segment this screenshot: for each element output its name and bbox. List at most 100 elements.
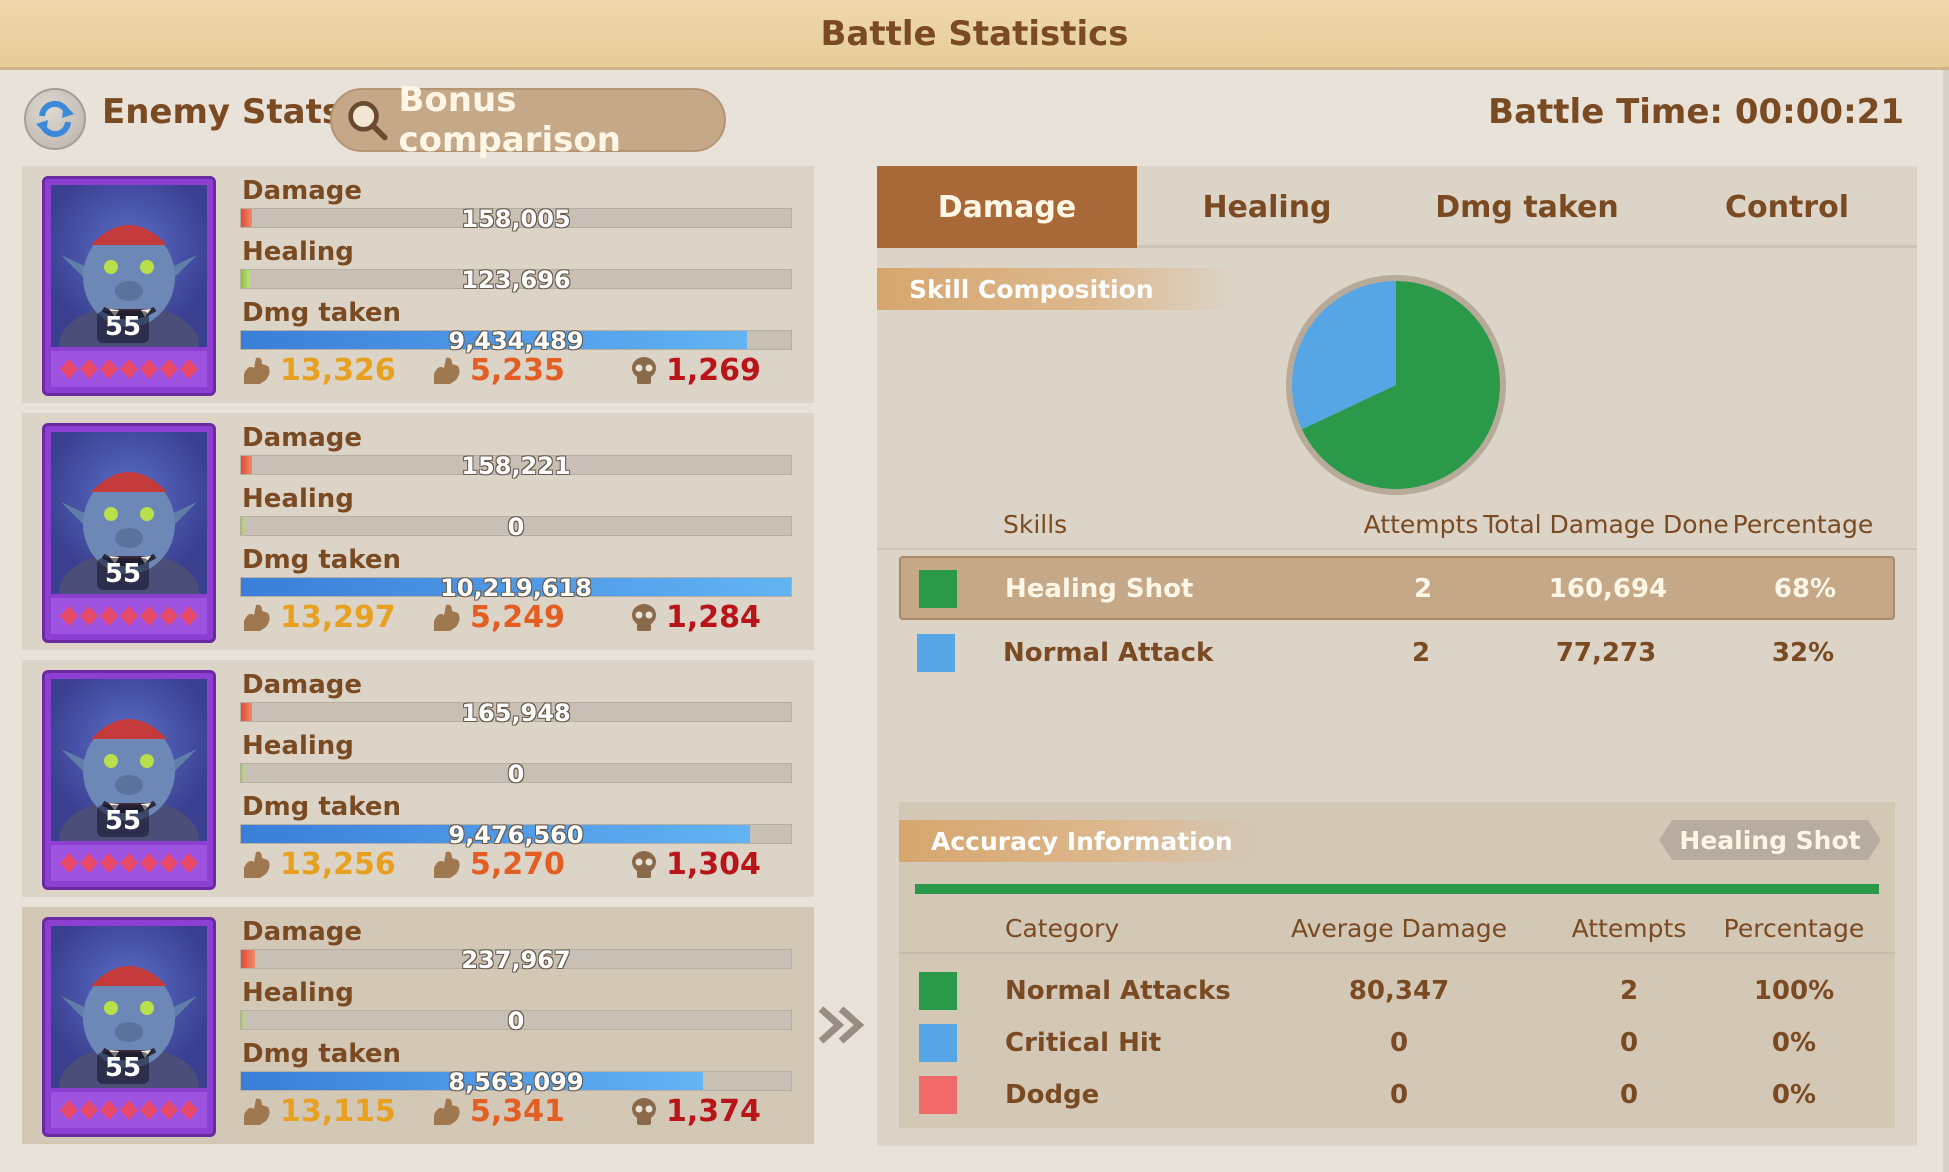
damage-bar-fill — [241, 209, 252, 227]
star-gem-icon — [80, 359, 98, 379]
skill-row[interactable]: Normal Attack 2 77,273 32% — [899, 622, 1895, 686]
healing-bar-fill — [241, 270, 250, 288]
hero-card[interactable]: 55 Damage 158,005 Healing 123,696 Dmg ta… — [22, 166, 814, 403]
hero-level: 55 — [97, 805, 149, 837]
dmg-taken-bar-fill — [241, 1072, 703, 1090]
swap-side-button[interactable] — [24, 88, 86, 150]
star-gem-icon — [160, 359, 178, 379]
defense-value: 5,249 — [470, 600, 565, 635]
star-gem-icon — [160, 853, 178, 873]
dmg-taken-bar: 9,434,489 — [240, 327, 792, 355]
damage-bar: 158,221 — [240, 452, 792, 480]
healing-bar: 123,696 — [240, 266, 792, 294]
dmg-taken-value: 8,563,099 — [448, 1068, 584, 1096]
star-gem-icon — [140, 359, 158, 379]
hero-portrait[interactable]: 55 — [42, 423, 216, 643]
star-rating — [51, 351, 207, 387]
category-name: Dodge — [1005, 1080, 1100, 1110]
skull-icon — [632, 356, 656, 384]
category-attempts: 0 — [1619, 1080, 1639, 1110]
healing-bar: 0 — [240, 513, 792, 541]
damage-value: 158,221 — [461, 452, 571, 480]
healing-value: 0 — [507, 513, 525, 541]
accuracy-heading: Accuracy Information — [899, 820, 1259, 862]
star-gem-icon — [180, 359, 198, 379]
skill-attempts: 2 — [1413, 574, 1433, 604]
star-gem-icon — [60, 853, 78, 873]
category-color-swatch — [919, 1024, 957, 1062]
category-average: 0 — [1389, 1028, 1409, 1058]
category-color-swatch — [919, 972, 957, 1010]
damage-value: 237,967 — [461, 946, 571, 974]
pie-slice — [1292, 281, 1396, 430]
defense-value: 5,341 — [470, 1094, 565, 1129]
damage-label: Damage — [242, 176, 363, 206]
star-gem-icon — [80, 1100, 98, 1120]
defense-stat: 5,270 — [430, 847, 565, 882]
healing-bar-fill — [241, 517, 244, 535]
attack-stat: 13,297 — [240, 600, 396, 635]
star-gem-icon — [180, 1100, 198, 1120]
kills-stat: 1,284 — [628, 600, 761, 635]
dmg-taken-label: Dmg taken — [242, 1039, 402, 1069]
hero-portrait[interactable]: 55 — [42, 670, 216, 890]
star-gem-icon — [100, 359, 118, 379]
damage-bar: 165,948 — [240, 699, 792, 727]
category-percentage: 0% — [1771, 1028, 1817, 1058]
hero-portrait[interactable]: 55 — [42, 917, 216, 1137]
star-gem-icon — [140, 1100, 158, 1120]
hero-portrait[interactable]: 55 — [42, 176, 216, 396]
damage-bar-fill — [241, 456, 252, 474]
bonus-comparison-button[interactable]: Bonus comparison — [330, 80, 726, 160]
category-color-swatch — [919, 1076, 957, 1114]
healing-label: Healing — [242, 484, 354, 514]
accuracy-table-header: Category Average Damage Attempts Percent… — [899, 914, 1895, 954]
star-gem-icon — [100, 1100, 118, 1120]
magnifier-icon — [348, 101, 388, 141]
skill-color-swatch — [917, 634, 955, 672]
troll-portrait-icon — [59, 472, 199, 594]
dmg-taken-bar: 10,219,618 — [240, 574, 792, 602]
fist-icon — [244, 1098, 270, 1125]
accuracy-row: Normal Attacks 80,347 2 100% — [899, 966, 1895, 1018]
accuracy-box: Accuracy Information Healing Shot Catego… — [899, 802, 1895, 1128]
healing-value: 0 — [507, 1007, 525, 1035]
hero-card[interactable]: 55 Damage 237,967 Healing 0 Dmg taken 8,… — [22, 907, 814, 1144]
healing-value: 123,696 — [461, 266, 571, 294]
tab-dmg-taken[interactable]: Dmg taken — [1435, 189, 1619, 225]
damage-bar: 237,967 — [240, 946, 792, 974]
portrait-image — [51, 185, 207, 347]
damage-bar-fill — [241, 950, 255, 968]
fist-icon — [434, 357, 460, 384]
accuracy-skill-selector[interactable]: Healing Shot — [1659, 820, 1881, 860]
star-rating — [51, 598, 207, 634]
tab-damage[interactable]: Damage — [877, 166, 1137, 248]
skill-composition-heading: Skill Composition — [877, 268, 1237, 310]
star-gem-icon — [160, 1100, 178, 1120]
header-attempts: Attempts — [1571, 914, 1687, 943]
tab-control[interactable]: Control — [1724, 189, 1849, 225]
skill-row[interactable]: Healing Shot 2 160,694 68% — [899, 556, 1895, 620]
kills-value: 1,304 — [666, 847, 761, 882]
defense-stat: 5,341 — [430, 1094, 565, 1129]
category-name: Normal Attacks — [1005, 976, 1231, 1006]
hero-card[interactable]: 55 Damage 165,948 Healing 0 Dmg taken 9,… — [22, 660, 814, 897]
fist-icon — [434, 1098, 460, 1125]
swap-arrows-icon — [36, 100, 74, 138]
header-skills: Skills — [1003, 510, 1068, 539]
attack-value: 13,326 — [280, 353, 396, 388]
attack-value: 13,297 — [280, 600, 396, 635]
fist-icon — [244, 604, 270, 631]
double-arrow-icon — [818, 1006, 865, 1044]
star-gem-icon — [140, 853, 158, 873]
skull-icon — [632, 1097, 656, 1125]
healing-value: 0 — [507, 760, 525, 788]
star-gem-icon — [80, 606, 98, 626]
hero-card[interactable]: 55 Damage 158,221 Healing 0 Dmg taken 10… — [22, 413, 814, 650]
hero-attributes: 13,326 5,235 1,269 — [240, 353, 800, 393]
skull-icon — [632, 603, 656, 631]
dmg-taken-bar: 8,563,099 — [240, 1068, 792, 1096]
hero-level: 55 — [97, 558, 149, 590]
category-percentage: 100% — [1753, 976, 1835, 1006]
tab-healing[interactable]: Healing — [1202, 189, 1332, 225]
